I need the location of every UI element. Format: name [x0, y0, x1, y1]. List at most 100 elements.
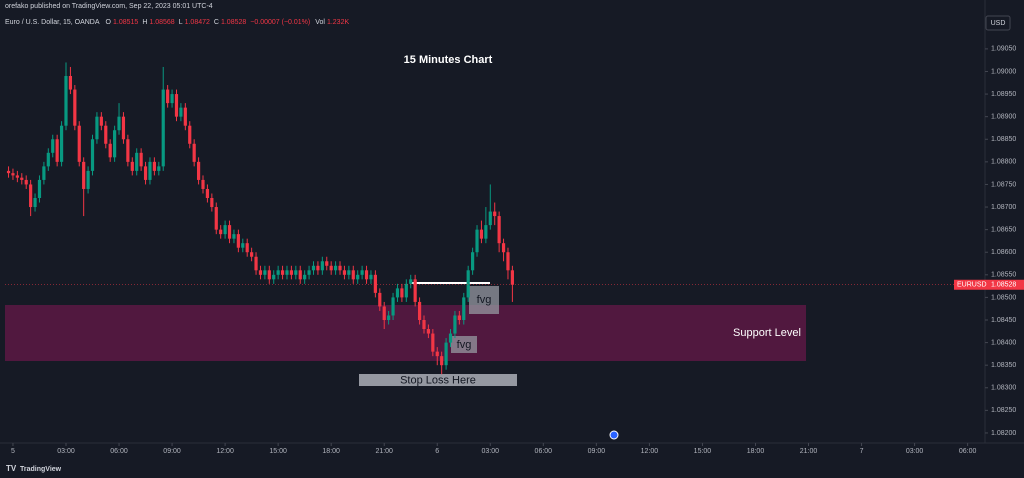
candle-body [161, 89, 165, 167]
price-tag-value: 1.08528 [991, 282, 1016, 289]
support-zone [5, 305, 806, 361]
candle-body [15, 175, 19, 178]
candle-body [471, 252, 475, 271]
candle-body [86, 170, 90, 189]
candle-body [82, 161, 86, 189]
y-tick-label: 1.08950 [991, 91, 1016, 98]
currency-button[interactable] [985, 15, 1011, 31]
y-tick-label: 1.08850 [991, 136, 1016, 143]
candle-body [426, 329, 431, 334]
candle-body [11, 173, 15, 176]
logo: TradingView [20, 466, 62, 473]
candle-body [378, 292, 382, 307]
candle-body [183, 107, 187, 126]
candle-body [395, 288, 400, 298]
x-tick-label: 06:00 [535, 448, 553, 455]
candle-body [210, 198, 214, 208]
x-tick-label: 03:00 [57, 448, 75, 455]
candle-body [68, 76, 73, 90]
y-tick-label: 1.08250 [991, 407, 1016, 414]
candle-body [466, 270, 470, 298]
symbol: Euro / U.S. Dollar, 15, OANDA [5, 19, 100, 26]
x-tick-label: 12:00 [641, 448, 659, 455]
candle-body [462, 297, 466, 320]
candle-body [475, 229, 479, 253]
x-tick-label: 06:00 [959, 448, 977, 455]
fvg-box [469, 286, 499, 314]
candle-body [196, 161, 201, 180]
candle-body [417, 301, 422, 320]
candle-body [387, 315, 391, 320]
candle-body [413, 279, 417, 302]
candle-body [497, 216, 501, 244]
candle-body [219, 229, 223, 235]
y-tick-label: 1.08550 [991, 272, 1016, 279]
y-tick-label: 1.08800 [991, 159, 1016, 166]
candle-body [360, 270, 364, 275]
volume: 1.232K [327, 19, 350, 26]
candle-body [263, 270, 267, 275]
candle-body [316, 265, 320, 271]
candle-body [166, 89, 170, 104]
ohlc-label: C [214, 19, 219, 26]
candle-body [174, 94, 179, 117]
candle-body [90, 139, 95, 171]
y-tick-label: 1.08350 [991, 362, 1016, 369]
candle-body [254, 256, 258, 271]
x-tick-label: 18:00 [747, 448, 765, 455]
candle-body [95, 116, 99, 140]
candle-body [422, 320, 426, 330]
candle-body [440, 356, 444, 366]
support-label: Support Level [733, 327, 801, 339]
candle-body [373, 274, 377, 293]
ohlc-label: L [179, 19, 183, 26]
price-tag-symbol: EURUSD [957, 282, 987, 289]
logo-mark: TV [6, 464, 17, 473]
candle-body [250, 252, 254, 257]
candle-body [51, 139, 55, 153]
stop-loss-box [359, 374, 517, 386]
candle-body [276, 270, 280, 275]
candle-body [214, 207, 218, 230]
candle-body [46, 152, 50, 167]
candle-body [457, 315, 461, 320]
candle-body [232, 234, 236, 239]
event-flag[interactable] [609, 430, 619, 440]
y-tick-label: 1.08300 [991, 385, 1016, 392]
currency[interactable]: USD [991, 20, 1006, 27]
candle-body [152, 161, 156, 171]
candle-body [479, 229, 484, 239]
y-tick-label: 1.09050 [991, 46, 1016, 53]
candle-body [294, 270, 298, 275]
x-tick-label: 7 [860, 448, 864, 455]
x-tick-label: 09:00 [163, 448, 181, 455]
candle-body [272, 274, 276, 280]
candle-body [99, 116, 103, 126]
candle-body [130, 161, 134, 171]
candle-body [37, 179, 42, 198]
candle-body [444, 342, 448, 366]
x-tick-label: 21:00 [800, 448, 818, 455]
candle-body [267, 270, 271, 280]
chart-title: 15 Minutes Chart [404, 54, 493, 66]
x-tick-label: 15:00 [269, 448, 287, 455]
stop-loss-label: Stop Loss Here [400, 374, 476, 386]
candle-body [241, 243, 245, 248]
candle-body [55, 139, 59, 162]
candle-body [157, 166, 161, 171]
candle-body [506, 252, 510, 271]
candle-body [6, 170, 11, 174]
ohlc-label: H [142, 19, 147, 26]
publisher: orefako published on TradingView.com, Se… [5, 3, 213, 10]
candle-body [42, 166, 46, 180]
fvg-label: fvg [457, 339, 472, 351]
ohlc-value: 1.08515 [113, 19, 138, 26]
candle-body [404, 283, 408, 298]
candle-body [227, 225, 232, 239]
candle-body [435, 351, 439, 357]
candle-body [329, 265, 333, 271]
ohlc-value: 1.08528 [221, 19, 246, 26]
candle-body [356, 274, 360, 280]
annotations: Support Level fvg fvg Stop Loss Here [5, 282, 806, 440]
fvg-label: fvg [477, 294, 492, 306]
